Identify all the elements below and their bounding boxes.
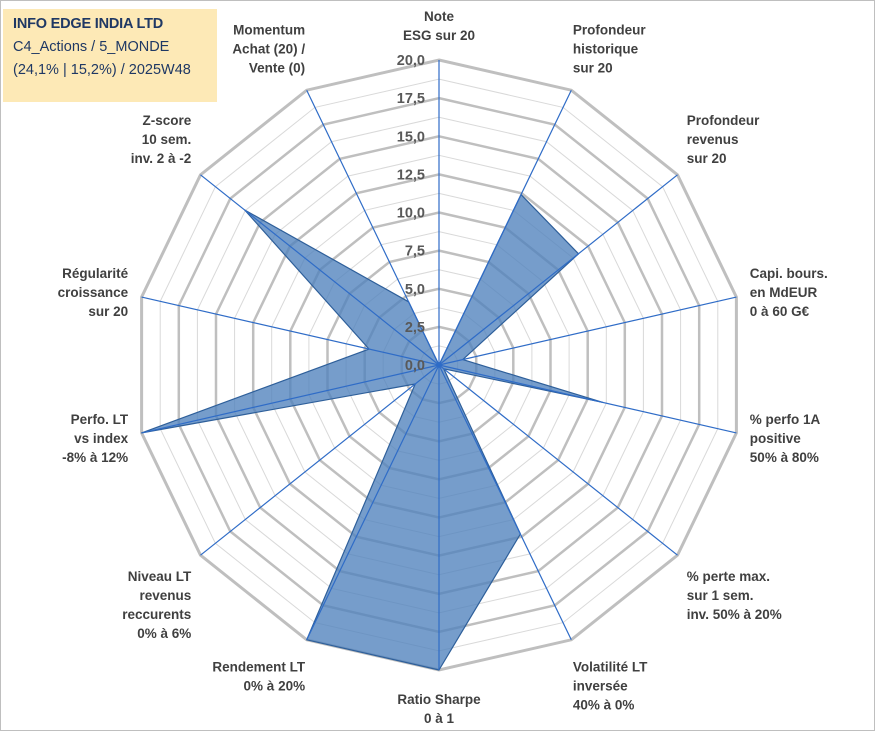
- category-label: % perfo 1A positive 50% à 80%: [750, 412, 821, 465]
- axis-spoke: [438, 364, 678, 556]
- category-label-line: Ratio Sharpe: [397, 692, 481, 707]
- category-label-line: inversée: [573, 679, 628, 694]
- category-labels: Note ESG sur 20 Profondeur historique sur 20…: [58, 9, 828, 726]
- category-label: Rendement LT 0% à 20%: [212, 660, 306, 694]
- axis-spoke: [306, 89, 440, 366]
- category-label: Momentum Achat (20) / Vente (0): [232, 22, 305, 75]
- axis-spoke: [200, 364, 440, 556]
- category-label: Volatilité LT inversée 40% à 0%: [573, 660, 648, 713]
- category-label: Capi. bours. en MdEUR 0 à 60 G€: [750, 266, 828, 319]
- axis-spoke: [141, 364, 440, 434]
- tick-label: 20,0: [397, 53, 425, 69]
- axis-spoke: [438, 89, 572, 366]
- performance-stats: (24,1% | 15,2%) / 2025W48: [13, 62, 191, 78]
- category-label-line: Rendement LT: [212, 660, 306, 675]
- category-label-line: % perfo 1A: [750, 412, 821, 427]
- category-label-line: 40% à 0%: [573, 698, 635, 713]
- radial-tick-labels: 0,0 2,5 5,0 7,5 10,0 12,5 15,0 17,5 20,0: [397, 53, 425, 374]
- chart-title-box: INFO EDGE INDIA LTD C4_Actions / 5_MONDE…: [3, 9, 217, 102]
- category-label-line: sur 1 sem.: [687, 588, 754, 603]
- category-label: Profondeur revenus sur 20: [687, 113, 760, 166]
- category-label-line: Capi. bours.: [750, 266, 828, 281]
- tick-label: 12,5: [397, 167, 425, 183]
- category-label: Régularité croissance sur 20: [58, 266, 129, 319]
- tick-label: 15,0: [397, 129, 425, 145]
- category-label: % perte max. sur 1 sem. inv. 50% à 20%: [687, 569, 782, 622]
- category-label-line: sur 20: [687, 151, 727, 166]
- category-label-line: -8% à 12%: [62, 450, 128, 465]
- category-label-line: 0% à 6%: [137, 626, 191, 641]
- category-label-line: Momentum: [233, 22, 305, 37]
- category-label-line: revenus: [687, 132, 739, 147]
- category-label-line: sur 20: [88, 304, 128, 319]
- category-label: Profondeur historique sur 20: [573, 22, 646, 75]
- category-path: C4_Actions / 5_MONDE: [13, 39, 170, 55]
- company-name: INFO EDGE INDIA LTD: [13, 16, 164, 32]
- category-label-line: vs index: [74, 431, 129, 446]
- category-label-line: 0 à 1: [424, 711, 455, 726]
- tick-label: 7,5: [405, 244, 425, 260]
- category-label-line: inv. 50% à 20%: [687, 607, 782, 622]
- category-label-line: croissance: [58, 285, 129, 300]
- axis-spoke: [306, 364, 440, 641]
- category-label-line: Profondeur: [573, 22, 646, 37]
- tick-label: 0,0: [405, 358, 425, 374]
- axis-spoke: [141, 296, 440, 366]
- category-label-line: en MdEUR: [750, 285, 818, 300]
- category-label-line: 0% à 20%: [244, 679, 306, 694]
- category-label-line: Profondeur: [687, 113, 760, 128]
- category-label-line: revenus: [140, 588, 192, 603]
- data-series-layer: [141, 194, 604, 671]
- category-label-line: Régularité: [62, 266, 129, 281]
- category-label-line: 0 à 60 G€: [750, 304, 810, 319]
- tick-label: 2,5: [405, 320, 425, 336]
- category-label: Note ESG sur 20: [403, 9, 475, 43]
- axis-spoke: [438, 364, 572, 641]
- category-label: Z-score 10 sem. inv. 2 à -2: [131, 113, 192, 166]
- category-label-line: Z-score: [143, 113, 192, 128]
- category-label-line: inv. 2 à -2: [131, 151, 192, 166]
- category-label-line: Note: [424, 9, 454, 24]
- axis-spokes: [141, 60, 737, 670]
- tick-label: 5,0: [405, 282, 425, 298]
- category-label-line: Perfo. LT: [71, 412, 129, 427]
- axis-spoke: [200, 174, 440, 366]
- category-label-line: Niveau LT: [128, 569, 192, 584]
- category-label-line: Volatilité LT: [573, 660, 648, 675]
- category-label-line: historique: [573, 41, 639, 56]
- category-label: Perfo. LT vs index -8% à 12%: [62, 412, 129, 465]
- tick-label: 10,0: [397, 206, 425, 222]
- axis-spoke: [438, 174, 678, 366]
- category-label-line: ESG sur 20: [403, 28, 475, 43]
- category-label-line: Achat (20) /: [232, 41, 305, 56]
- axis-spoke: [438, 296, 737, 366]
- category-label-line: Vente (0): [249, 60, 305, 75]
- data-series-area: [141, 194, 604, 671]
- category-label-line: 50% à 80%: [750, 450, 819, 465]
- category-label-line: sur 20: [573, 60, 613, 75]
- category-label-line: reccurents: [122, 607, 191, 622]
- category-label: Ratio Sharpe 0 à 1: [397, 692, 481, 726]
- category-label-line: 10 sem.: [142, 132, 192, 147]
- category-label: Niveau LT revenus reccurents 0% à 6%: [122, 569, 192, 641]
- tick-label: 17,5: [397, 91, 425, 107]
- axis-spoke: [438, 364, 737, 434]
- category-label-line: positive: [750, 431, 802, 446]
- category-label-line: % perte max.: [687, 569, 770, 584]
